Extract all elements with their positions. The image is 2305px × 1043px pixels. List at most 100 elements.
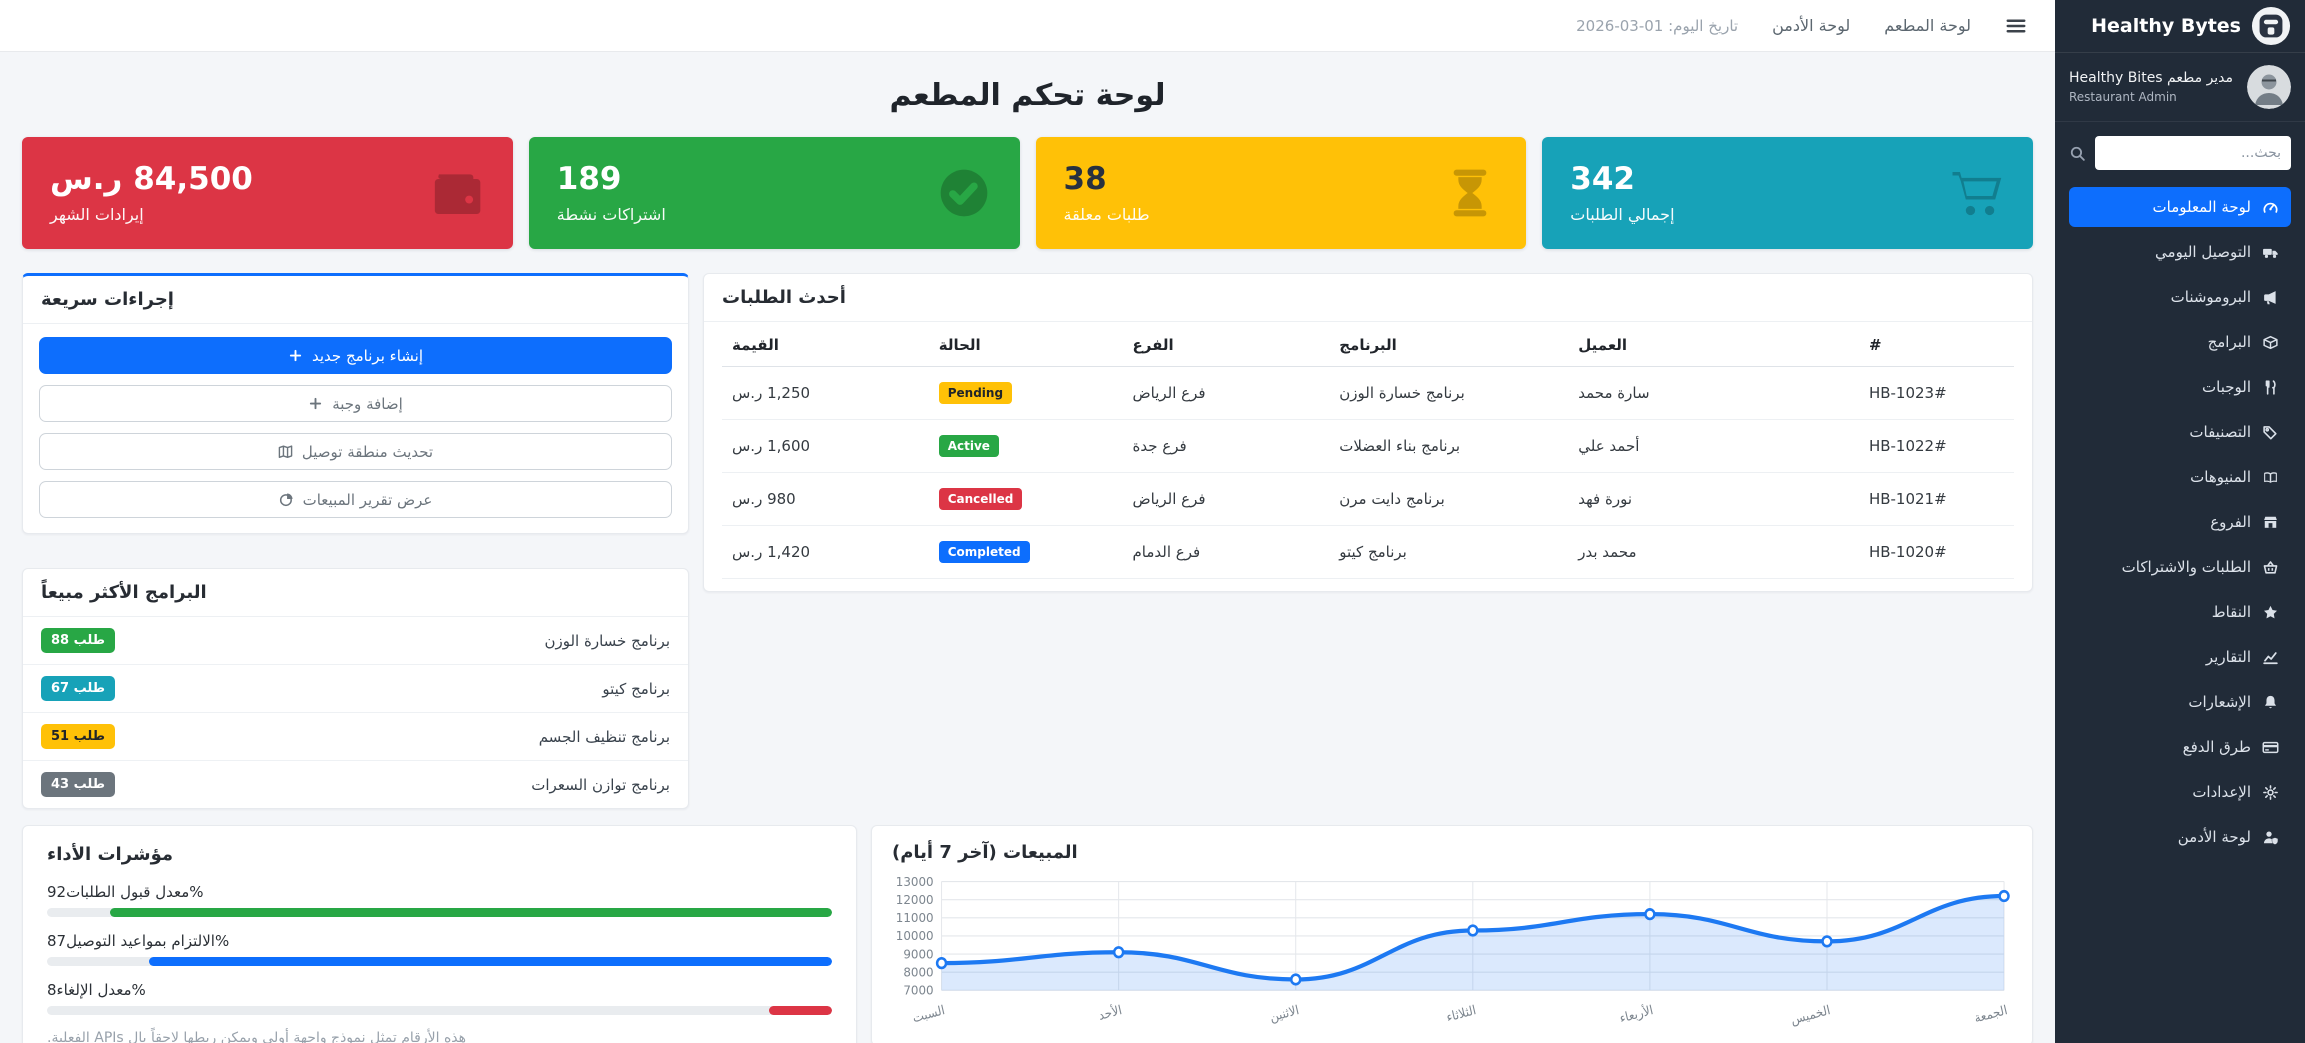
nav-link-restaurant-panel[interactable]: لوحة المطعم	[1884, 16, 1971, 35]
stat-text: 189 اشتراكات نشطة	[557, 162, 666, 224]
top-navbar: تاريخ اليوم: 01-03-2026 لوحة الأدمن لوحة…	[0, 0, 2055, 52]
order-program: برنامج كيتو	[1329, 525, 1569, 579]
sidebar-item-label: الطلبات والاشتراكات	[2121, 558, 2251, 576]
sidebar-item-points[interactable]: النقاط	[2069, 592, 2291, 632]
stat-cards-row: 84,500 ر.س إيرادات الشهر 189 اشتراكات نش…	[22, 137, 2033, 249]
sidebar-item-branches[interactable]: الفروع	[2069, 502, 2291, 542]
hamburger-menu-icon[interactable]	[2005, 15, 2027, 37]
performance-card: مؤشرات الأداء معدل قبول الطلبات92% الالت…	[22, 825, 857, 1043]
table-row: 1,420 ر.س Completed فرع الدمام برنامج كي…	[722, 525, 2014, 579]
sidebar-item-payment-methods[interactable]: طرق الدفع	[2069, 727, 2291, 767]
update-delivery-zone-button[interactable]: تحديث منطقة توصيل	[39, 433, 672, 470]
orders-count-badge: 67 طلب	[41, 676, 115, 701]
order-program: برنامج بناء العضلات	[1329, 419, 1569, 473]
sidebar-item-dashboard[interactable]: لوحة المعلومات	[2069, 187, 2291, 227]
svg-text:الثلاثاء: الثلاثاء	[1445, 1003, 1477, 1025]
sidebar-item-label: النقاط	[2211, 603, 2251, 621]
svg-text:الخميس: الخميس	[1789, 1003, 1832, 1029]
search-input[interactable]	[2095, 136, 2291, 170]
metric-label-line: معدل قبول الطلبات92%	[47, 883, 832, 901]
stat-value: 189	[556, 160, 622, 197]
program-name: برنامج كيتو	[602, 679, 670, 698]
profile-name: مدير مطعم Healthy Bites	[2069, 70, 2234, 86]
svg-text:8000: 8000	[903, 965, 933, 980]
stat-card-total-orders: 342 إجمالي الطلبات	[1542, 137, 2033, 249]
second-row: إجراءات سريعة إنشاء برنامج جديد إضافة وج…	[22, 273, 2033, 809]
svg-text:13000: 13000	[896, 874, 934, 889]
star-icon	[2264, 605, 2277, 618]
quick-actions-title: إجراءات سريعة	[23, 276, 688, 324]
sidebar-search	[2055, 122, 2305, 176]
progress-track	[47, 908, 832, 917]
stat-value: 84,500 ر.س	[50, 160, 253, 197]
sidebar-item-categories[interactable]: التصنيفات	[2069, 412, 2291, 452]
sidebar-item-label: لوحة المعلومات	[2152, 198, 2252, 216]
svg-text:7000: 7000	[903, 983, 933, 998]
sales-line-chart: 7000 8000 9000 10000 11000 12000 13000 السبت الأ…	[896, 874, 2010, 1029]
sidebar-item-admin-panel[interactable]: لوحة الأدمن	[2069, 817, 2291, 857]
profile-block: مدير مطعم Healthy Bites Restaurant Admin	[2055, 53, 2305, 122]
col-id: #	[1858, 324, 2014, 367]
sidebar-item-meals[interactable]: الوجبات	[2069, 367, 2291, 407]
brand-name: Healthy Bytes	[2091, 15, 2241, 37]
sidebar-item-daily-delivery[interactable]: التوصيل اليومي	[2069, 232, 2291, 272]
add-meal-button[interactable]: إضافة وجبة	[39, 385, 672, 422]
progress-track	[47, 957, 832, 966]
sidebar: Healthy Bytes مدير مطعم Healthy Bites Re…	[2055, 0, 2305, 1043]
svg-text:الأحد: الأحد	[1097, 1002, 1123, 1023]
dashboard-icon	[2263, 202, 2278, 213]
order-customer: نورة فهد	[1568, 472, 1859, 526]
svg-text:الاثنين: الاثنين	[1268, 1003, 1300, 1026]
table-row: 980 ر.س Cancelled فرع الرياض برنامج دايت…	[722, 472, 2014, 526]
order-branch: فرع الرياض	[1122, 366, 1330, 420]
sidebar-item-settings[interactable]: الإعدادات	[2069, 772, 2291, 812]
menu-book-icon	[2264, 471, 2277, 483]
performance-title: مؤشرات الأداء	[47, 844, 174, 865]
order-program: برنامج خسارة الوزن	[1329, 366, 1569, 420]
sidebar-item-programs[interactable]: البرامج	[2069, 322, 2291, 362]
order-id: #HB-1023	[1858, 366, 2014, 420]
main-area: تاريخ اليوم: 01-03-2026 لوحة الأدمن لوحة…	[0, 0, 2055, 1043]
orders-table: القيمة الحالة الفرع البرنامج العميل # 1,…	[722, 324, 2014, 579]
metric-label: معدل الإلغاء	[56, 981, 132, 999]
sidebar-item-label: الوجبات	[2202, 378, 2251, 396]
order-amount: 1,250 ر.س	[722, 366, 929, 420]
sidebar-item-label: الفروع	[2210, 513, 2251, 531]
view-sales-report-button[interactable]: عرض تقرير المبيعات	[39, 481, 672, 518]
sidebar-item-orders-subscriptions[interactable]: الطلبات والاشتراكات	[2069, 547, 2291, 587]
page-title: لوحة تحكم المطعم	[889, 78, 1166, 113]
order-customer: محمد بدر	[1568, 525, 1859, 579]
order-customer: سارة محمد	[1568, 366, 1859, 420]
top-programs-card: البرامج الأكثر مبيعاً 88 طلب برنامج خسار…	[22, 568, 689, 809]
pie-chart-icon	[279, 493, 293, 507]
sidebar-menu: لوحة المعلومات التوصيل اليومي البروموشنا…	[2055, 176, 2305, 868]
stat-label: إيرادات الشهر	[50, 205, 144, 225]
create-program-button[interactable]: إنشاء برنامج جديد	[39, 337, 672, 374]
sidebar-header: Healthy Bytes	[2055, 0, 2305, 53]
quick-actions-body: إنشاء برنامج جديد إضافة وجبة تحديث منطقة…	[23, 324, 688, 533]
avatar	[2247, 65, 2291, 109]
stat-text: 342 إجمالي الطلبات	[1570, 162, 1674, 224]
latest-orders-card: أحدث الطلبات القيمة الحالة الفرع البرنام…	[703, 273, 2033, 592]
order-status: Completed	[928, 525, 1123, 579]
hourglass-icon	[1442, 165, 1498, 221]
status-badge: Completed	[938, 541, 1030, 563]
stat-value: 38	[1063, 160, 1107, 197]
profile-role: Restaurant Admin	[2069, 90, 2177, 104]
order-branch: فرع الرياض	[1122, 472, 1330, 526]
svg-text:الجمعة: الجمعة	[1973, 1003, 2009, 1026]
sidebar-item-promotions[interactable]: البروموشنات	[2069, 277, 2291, 317]
credit-card-icon	[2262, 741, 2279, 753]
col-branch: الفرع	[1122, 324, 1330, 367]
sidebar-item-notifications[interactable]: الإشعارات	[2069, 682, 2291, 722]
sidebar-item-label: الإشعارات	[2188, 693, 2251, 711]
status-badge: Active	[938, 435, 999, 457]
sidebar-item-menus[interactable]: المنيوهات	[2069, 457, 2291, 497]
map-icon	[278, 445, 293, 459]
progress-fill	[769, 1006, 832, 1015]
nav-link-admin-panel[interactable]: لوحة الأدمن	[1772, 16, 1851, 35]
table-row: 1,600 ر.س Active فرع جدة برنامج بناء الع…	[722, 419, 2014, 473]
sidebar-item-reports[interactable]: التقارير	[2069, 637, 2291, 677]
metric-label: الالتزام بمواعيد التوصيل	[66, 932, 215, 950]
svg-text:السبت: السبت	[911, 1003, 946, 1026]
